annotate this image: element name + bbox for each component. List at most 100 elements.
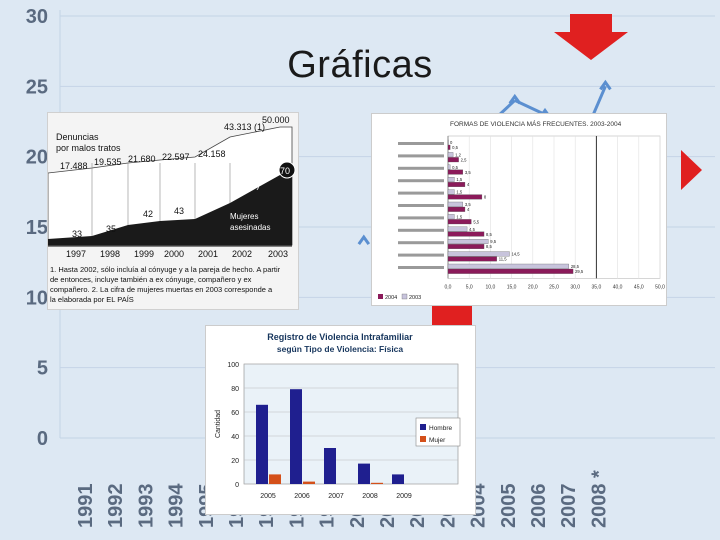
bar-value-label: 0,5 — [452, 165, 458, 170]
bar-2004 — [447, 268, 574, 274]
bar-value-label: 0 — [450, 140, 453, 145]
bar-2004 — [447, 182, 466, 187]
denuncias-value-label: 17.488 — [60, 161, 88, 171]
x-tick-label: 2005 — [498, 484, 520, 529]
bar-2003 — [447, 189, 455, 195]
year-tick-label: 2002 — [232, 249, 252, 259]
bar-2003 — [447, 139, 449, 145]
year-tick-label: 2001 — [198, 249, 218, 259]
y-tick-label: 20 — [231, 458, 239, 465]
x-tick-label: 2007 — [558, 484, 580, 529]
bar-value-label: 2,5 — [461, 157, 467, 162]
category-label-placeholder — [398, 216, 444, 220]
bar-mujer — [371, 482, 383, 484]
bar-value-label: 4 — [467, 182, 470, 187]
bar-2003 — [447, 226, 468, 232]
bar-2004 — [447, 144, 451, 150]
x-tick-label: 2008 — [362, 493, 378, 500]
category-label-placeholder — [398, 154, 444, 158]
denuncias-value-label: 50.000 — [262, 115, 290, 125]
bar-hombre — [392, 474, 404, 484]
x-tick-label: 50,0 — [655, 284, 665, 290]
bar-value-label: 4 — [467, 207, 470, 212]
asesinadas-area — [48, 175, 292, 245]
bar-2003 — [447, 201, 463, 207]
y-tick-label: 40 — [231, 434, 239, 441]
category-label-placeholder — [398, 228, 444, 232]
x-tick-label: 1993 — [135, 484, 157, 529]
bar-2004 — [447, 157, 459, 163]
chart-subtitle: según Tipo de Violencia: Física — [277, 344, 404, 354]
category-label-placeholder — [398, 204, 444, 207]
bar-hombre — [256, 404, 268, 484]
bar-value-label: 9,5 — [490, 239, 496, 244]
asesinadas-value-label: 43 — [174, 206, 184, 216]
bar-value-label: 3,5 — [465, 170, 471, 175]
y-tick-label: 20 — [26, 147, 48, 169]
x-tick-label: 30,0 — [570, 284, 580, 290]
x-tick-label: 20,0 — [528, 284, 538, 290]
denuncias-value-label: 43.313 (1) — [224, 122, 265, 132]
bar-hombre — [324, 448, 336, 484]
x-tick-label: 2008 * — [588, 470, 610, 528]
press-chart-panel: Denuncias por malos tratos 17.488 19.535 21.… — [47, 112, 299, 310]
footnote-line: compañero. 2. La cifra de mujeres muerta… — [50, 285, 273, 294]
year-tick-label: 1999 — [134, 249, 154, 259]
y-tick-label: 0 — [37, 428, 48, 450]
bar-mujer — [269, 474, 281, 484]
x-tick-label: 2007 — [328, 493, 344, 500]
x-tick-label: 45,0 — [634, 284, 644, 290]
bar-2003 — [447, 263, 569, 269]
x-tick-label: 40,0 — [613, 284, 623, 290]
y-tick-label: 25 — [26, 76, 48, 98]
legend-swatch-2003 — [401, 293, 408, 300]
intrafamily-violence-bar-chart: Registro de Violencia Intrafamiliar según… — [215, 332, 461, 500]
bar-value-label: 29,5 — [575, 269, 584, 274]
category-label-placeholder — [398, 179, 444, 183]
bar-2004 — [447, 219, 472, 225]
x-tick-label: 35,0 — [592, 284, 602, 290]
bar-value-label: 28,5 — [571, 264, 580, 269]
y-tick-label: 30 — [26, 6, 48, 28]
bar-value-label: 14,5 — [511, 252, 520, 257]
legend-swatch-mujer — [420, 436, 426, 442]
violence-forms-bar-chart: FORMAS DE VIOLENCIA MÁS FRECUENTES. 2003… — [378, 119, 665, 301]
bar-2003 — [447, 152, 454, 158]
category-label-placeholder — [398, 142, 444, 145]
y-tick-label: 5 — [37, 358, 48, 380]
y-tick-label: 60 — [231, 410, 239, 417]
asesinadas-value-label: 45 — [203, 201, 213, 211]
slide-title: Gráficas — [287, 44, 433, 86]
y-tick-label: 100 — [227, 362, 239, 369]
chart-title: Registro de Violencia Intrafamiliar — [267, 332, 413, 342]
bar-value-label: 8,5 — [486, 232, 492, 237]
category-label-placeholder — [398, 266, 444, 269]
bar-value-label: 8 — [484, 195, 487, 200]
x-tick-label: 2005 — [260, 493, 276, 500]
x-tick-label: 2009 — [396, 493, 412, 500]
bar-value-label: 1,5 — [456, 214, 462, 219]
category-label-placeholder — [398, 253, 444, 257]
footnote-line: la elaborada por EL PAÍS — [50, 295, 134, 304]
right-arrow-icon — [681, 150, 702, 190]
year-tick-label: 2000 — [164, 249, 184, 259]
bar-2003 — [447, 239, 489, 244]
x-tick-label: 2006 — [294, 493, 310, 500]
legend-denuncias: Denuncias — [56, 132, 99, 142]
bar-2003 — [447, 214, 455, 220]
chart-title: FORMAS DE VIOLENCIA MÁS FRECUENTES. 2003… — [450, 119, 622, 128]
y-tick-label: 80 — [231, 386, 239, 393]
bar-value-label: 3,5 — [465, 202, 471, 207]
intrafamily-violence-panel: Registro de Violencia Intrafamiliar según… — [205, 325, 476, 515]
x-tick-label: 0,0 — [445, 284, 452, 290]
category-label-placeholder — [398, 166, 444, 170]
denuncias-value-label: 24.158 — [198, 149, 226, 159]
bar-2003 — [447, 251, 510, 257]
denuncias-value-label: 21.680 — [128, 154, 156, 164]
asesinadas-value-label: 42 — [143, 209, 153, 219]
bar-value-label: 5,5 — [473, 219, 479, 224]
asesinadas-value-label: 35 — [106, 224, 116, 234]
badge-circle — [278, 161, 296, 179]
x-tick-label: 10,0 — [486, 284, 496, 290]
